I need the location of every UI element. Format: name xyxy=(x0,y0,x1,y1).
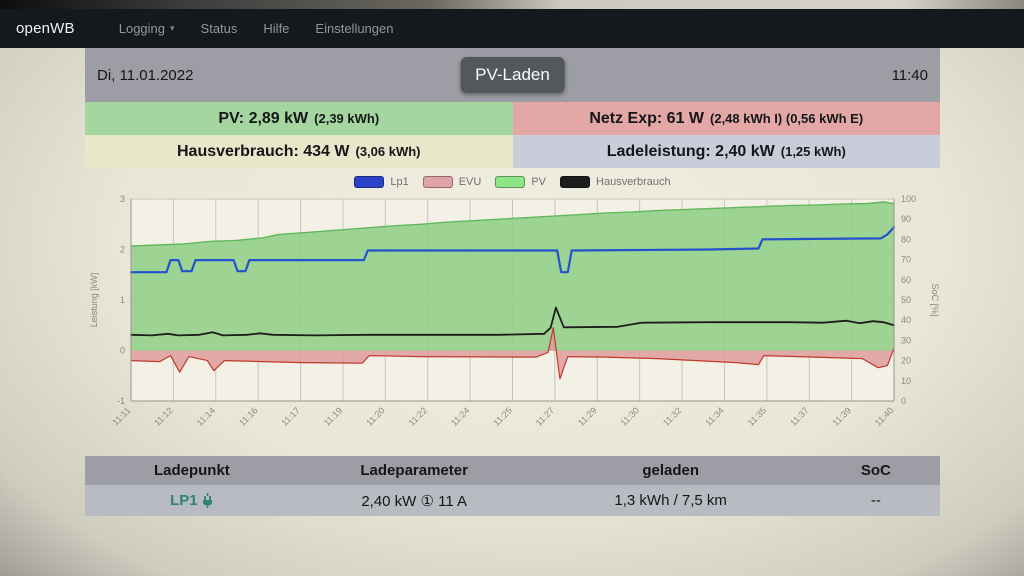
status-netz-detail: (2,48 kWh I) (0,56 kWh E) xyxy=(710,111,864,126)
cell-geladen: 1,3 kWh / 7,5 km xyxy=(614,492,727,509)
legend-label: EVU xyxy=(458,176,482,188)
nav-item-logging[interactable]: Logging ▾ xyxy=(119,21,175,36)
svg-text:3: 3 xyxy=(120,194,125,204)
status-ladeleistung-detail: (1,25 kWh) xyxy=(780,144,846,159)
status-pv: PV: 2,89 kW (2,39 kWh) xyxy=(85,102,513,135)
current-date: Di, 11.01.2022 xyxy=(97,66,194,84)
svg-text:11:16: 11:16 xyxy=(237,405,260,428)
svg-text:70: 70 xyxy=(901,255,911,265)
svg-text:80: 80 xyxy=(901,234,911,244)
svg-text:11:34: 11:34 xyxy=(703,405,726,428)
header-geladen: geladen xyxy=(642,462,699,479)
status-hausverbrauch: Hausverbrauch: 434 W (3,06 kWh) xyxy=(85,135,513,168)
svg-text:0: 0 xyxy=(901,396,906,406)
nav-item-hilfe[interactable]: Hilfe xyxy=(263,21,290,36)
svg-text:Leistung [kW]: Leistung [kW] xyxy=(89,273,99,328)
header-ladeparameter: Ladeparameter xyxy=(360,462,468,479)
cell-soc: -- xyxy=(870,492,881,509)
legend-label: Lp1 xyxy=(390,176,409,188)
header-ladepunkt: Ladepunkt xyxy=(153,462,230,479)
svg-text:11:12: 11:12 xyxy=(152,405,175,428)
svg-text:11:35: 11:35 xyxy=(746,405,769,428)
legend-item-evu[interactable]: EVU xyxy=(422,176,482,188)
header-soc: SoC xyxy=(860,462,891,479)
status-hausverbrauch-value: Hausverbrauch: 434 W xyxy=(176,142,350,160)
svg-text:11:14: 11:14 xyxy=(195,405,218,428)
svg-text:40: 40 xyxy=(901,315,911,325)
svg-text:20: 20 xyxy=(901,356,911,366)
navbar: openWB Logging ▾ Status Hilfe Einstellun… xyxy=(0,9,1024,48)
svg-text:11:24: 11:24 xyxy=(449,405,472,428)
svg-text:60: 60 xyxy=(901,275,911,285)
legend-label: Hausverbrauch xyxy=(596,176,671,188)
svg-text:11:29: 11:29 xyxy=(576,405,599,428)
legend-swatch-icon xyxy=(495,176,526,188)
status-ladeleistung-value: Ladeleistung: 2,40 kW xyxy=(606,142,775,160)
legend-swatch-icon xyxy=(560,176,591,188)
svg-text:11:32: 11:32 xyxy=(661,405,684,428)
chargepoint-table-header: Ladepunkt Ladeparameter geladen SoC xyxy=(85,456,940,485)
legend-swatch-icon xyxy=(422,176,453,188)
status-grid: PV: 2,89 kW (2,39 kWh) Netz Exp: 61 W (2… xyxy=(85,102,940,168)
chart-legend: Lp1 EVU PV Hausverbrauch xyxy=(85,173,940,191)
status-ladeleistung: Ladeleistung: 2,40 kW (1,25 kWh) xyxy=(512,135,940,168)
current-time: 11:40 xyxy=(891,66,928,84)
legend-item-lp1[interactable]: Lp1 xyxy=(354,176,409,188)
date-header-bar: Di, 11.01.2022 PV-Laden 11:40 xyxy=(85,48,940,102)
svg-text:-1: -1 xyxy=(117,396,125,406)
svg-text:100: 100 xyxy=(901,194,916,204)
chevron-down-icon: ▾ xyxy=(170,23,175,33)
main-content: Di, 11.01.2022 PV-Laden 11:40 PV: 2,89 k… xyxy=(85,48,940,516)
chargepoint-name: LP1 xyxy=(170,492,198,509)
svg-text:2: 2 xyxy=(120,245,125,255)
svg-text:11:39: 11:39 xyxy=(830,405,853,428)
status-hausverbrauch-detail: (3,06 kWh) xyxy=(355,144,421,159)
svg-text:11:30: 11:30 xyxy=(619,405,642,428)
svg-text:11:22: 11:22 xyxy=(407,405,430,428)
nav-item-einstellungen[interactable]: Einstellungen xyxy=(315,21,394,36)
svg-text:11:27: 11:27 xyxy=(534,405,557,428)
nav-item-status[interactable]: Status xyxy=(200,21,238,36)
svg-text:11:25: 11:25 xyxy=(491,405,514,428)
svg-text:1: 1 xyxy=(120,295,125,305)
svg-text:11:40: 11:40 xyxy=(873,405,896,428)
svg-text:11:19: 11:19 xyxy=(322,405,345,428)
svg-text:11:17: 11:17 xyxy=(279,405,302,428)
svg-text:11:20: 11:20 xyxy=(364,405,387,428)
status-pv-value: PV: 2,89 kW xyxy=(218,109,309,127)
chargepoint-table: Ladepunkt Ladeparameter geladen SoC LP1 xyxy=(85,456,940,516)
svg-text:SoC [%]: SoC [%] xyxy=(930,283,940,316)
nav-item-logging-label: Logging xyxy=(118,21,166,36)
table-row: LP1 2,40 kW ① 11 A 1,3 kWh / 7,5 km -- xyxy=(85,485,940,516)
legend-swatch-icon xyxy=(354,176,385,188)
svg-text:11:11: 11:11 xyxy=(110,405,132,427)
svg-text:50: 50 xyxy=(901,295,911,305)
cell-ladepunkt[interactable]: LP1 xyxy=(85,485,299,516)
cell-ladeparameter: 2,40 kW ① 11 A xyxy=(361,492,468,510)
legend-label: PV xyxy=(531,176,547,188)
screen-bezel-strip xyxy=(0,0,1024,9)
status-netz-value: Netz Exp: 61 W xyxy=(589,109,705,127)
svg-text:11:37: 11:37 xyxy=(788,405,811,428)
svg-text:30: 30 xyxy=(901,335,911,345)
svg-text:90: 90 xyxy=(901,214,911,224)
charge-mode-button[interactable]: PV-Laden xyxy=(460,57,565,93)
status-netz: Netz Exp: 61 W (2,48 kWh I) (0,56 kWh E) xyxy=(512,102,940,135)
legend-item-hausverbrauch[interactable]: Hausverbrauch xyxy=(560,176,671,188)
legend-item-pv[interactable]: PV xyxy=(495,176,546,188)
svg-text:10: 10 xyxy=(901,376,911,386)
plug-icon xyxy=(202,493,212,508)
svg-text:0: 0 xyxy=(120,346,125,356)
app-brand[interactable]: openWB xyxy=(16,20,75,37)
status-pv-detail: (2,39 kWh) xyxy=(314,111,380,126)
power-chart-section: Lp1 EVU PV Hausverbrauch -1 0 1 2 3 0 10 20 30 40 50 6… xyxy=(85,168,940,450)
